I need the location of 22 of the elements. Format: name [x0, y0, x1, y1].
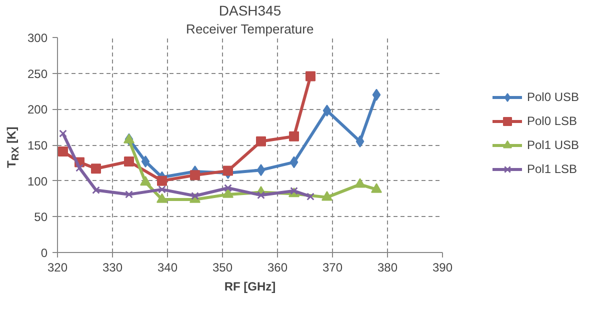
y-tick-label: 250 [27, 66, 48, 81]
x-tick-label: 350 [212, 260, 233, 274]
y-tick-label: 150 [27, 138, 48, 152]
legend-label: Pol0 USB [527, 90, 580, 104]
legend-label: Pol0 LSB [527, 114, 578, 128]
x-axis-title: RF [GHz] [224, 280, 276, 294]
x-tick-label: 370 [322, 260, 343, 274]
y-tick-label: 0 [40, 246, 48, 260]
x-tick-label: 330 [102, 260, 123, 274]
y-tick-label: 200 [27, 102, 48, 117]
x-tick-label: 320 [47, 260, 68, 274]
x-tick-label: 340 [157, 260, 178, 274]
x-tick-label: 390 [432, 260, 453, 274]
chart-title: DASH345 [218, 2, 282, 18]
x-tick-label: 360 [267, 260, 288, 274]
y-tick-label: 100 [27, 174, 48, 188]
y-tick-label: 300 [27, 31, 48, 45]
chart-subtitle: Receiver Temperature [186, 22, 314, 36]
y-tick-label: 50 [34, 210, 48, 224]
x-tick-label: 380 [377, 260, 398, 274]
legend-label: Pol1 LSB [527, 162, 578, 176]
legend-label: Pol1 USB [527, 138, 580, 152]
